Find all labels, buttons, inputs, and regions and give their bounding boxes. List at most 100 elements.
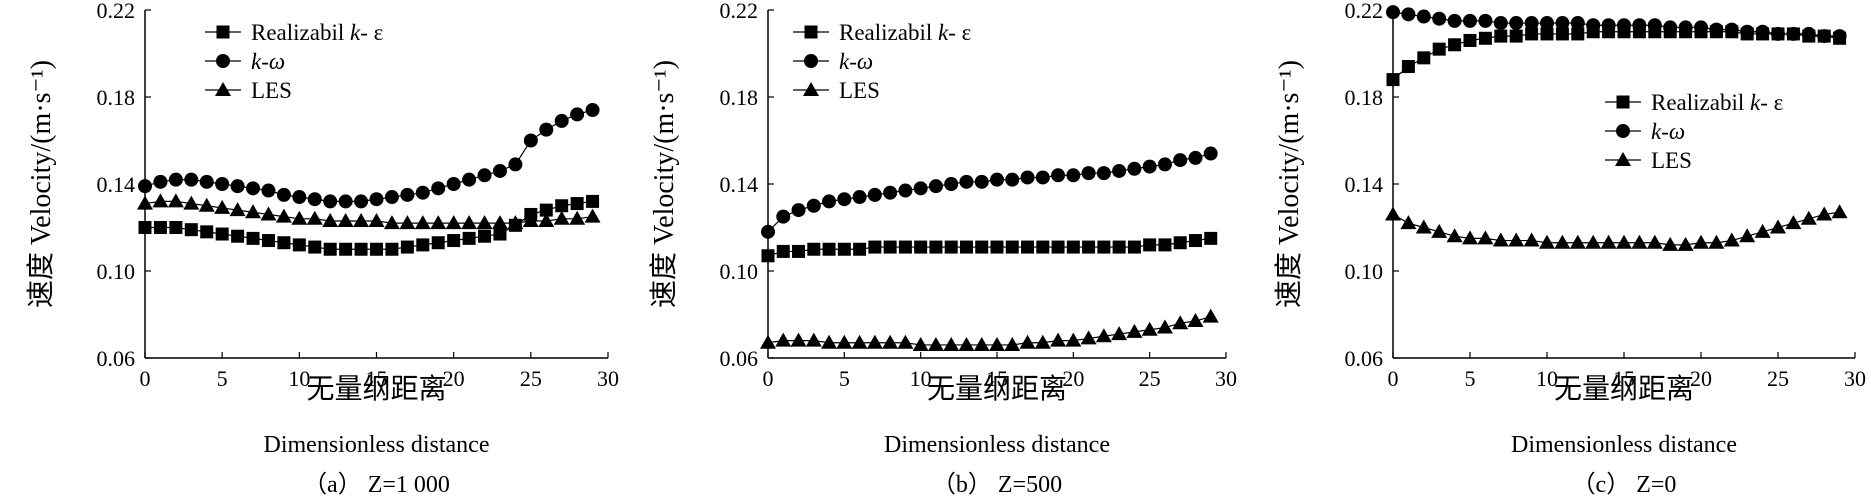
data-point-circle	[806, 198, 821, 213]
data-point-triangle	[1770, 219, 1786, 234]
data-point-circle	[354, 194, 369, 209]
data-point-triangle	[1816, 206, 1833, 221]
panel-caption: （a） Z=1 000	[303, 472, 450, 498]
data-point-square	[929, 240, 943, 254]
data-point-circle	[1817, 29, 1832, 44]
data-point-square	[169, 221, 183, 234]
data-point-circle	[1663, 20, 1678, 35]
x-tick-label: 30	[1844, 366, 1866, 391]
data-point-square	[1066, 240, 1080, 254]
y-tick-label: 0.06	[97, 346, 136, 371]
data-point-square	[586, 194, 600, 208]
data-point-triangle	[1004, 336, 1021, 351]
data-point-triangle	[790, 332, 807, 347]
data-point-square	[200, 225, 214, 239]
data-point-triangle	[1523, 232, 1540, 247]
data-point-square	[1571, 27, 1585, 41]
data-point-circle	[1694, 20, 1708, 35]
data-point-circle	[1724, 22, 1739, 37]
data-point-circle	[585, 103, 600, 118]
data-point-square	[1525, 27, 1539, 41]
data-point-circle	[246, 181, 261, 196]
data-point-square	[1143, 238, 1157, 252]
x-tick-label: 10	[288, 366, 310, 391]
data-point-triangle	[306, 210, 323, 225]
data-point-triangle	[1400, 215, 1417, 230]
x-tick-label: 20	[1690, 366, 1712, 391]
data-point-triangle	[1126, 323, 1143, 338]
data-point-triangle	[569, 210, 586, 225]
data-point-circle	[928, 179, 943, 194]
y-tick-label: 0.18	[97, 85, 136, 110]
data-point-triangle	[897, 334, 914, 349]
legend-marker	[804, 25, 818, 39]
data-point-square	[868, 240, 882, 254]
data-point-square	[215, 227, 229, 241]
data-point-square	[539, 203, 553, 217]
data-point-square	[1005, 240, 1019, 254]
y-axis-title: 速度 Velocity/(m·s⁻¹)	[25, 60, 57, 308]
legend-label: k-ω	[1651, 119, 1685, 144]
data-point-square	[853, 242, 867, 256]
data-point-triangle	[1723, 232, 1740, 247]
data-point-circle	[570, 107, 585, 122]
x-tick-label: 25	[520, 366, 542, 391]
data-point-square	[1036, 240, 1050, 254]
data-point-square	[1097, 240, 1111, 254]
data-point-square	[1386, 73, 1400, 87]
data-point-triangle	[1569, 234, 1586, 249]
data-point-triangle	[507, 215, 524, 230]
data-point-circle	[1540, 16, 1554, 31]
data-point-triangle	[183, 195, 200, 210]
data-point-triangle	[775, 332, 792, 347]
data-point-circle	[1142, 159, 1157, 174]
data-point-circle	[913, 181, 928, 196]
data-point-triangle	[1539, 234, 1555, 249]
data-point-circle	[1617, 18, 1631, 33]
data-point-square	[478, 229, 492, 243]
y-tick-label: 0.18	[720, 85, 759, 110]
data-point-triangle	[1034, 334, 1051, 349]
data-point-square	[959, 240, 973, 254]
data-point-triangle	[836, 334, 853, 349]
data-point-square	[792, 244, 806, 258]
data-point-square	[153, 221, 167, 234]
data-point-square	[1463, 33, 1477, 47]
data-point-triangle	[538, 212, 555, 227]
data-point-circle	[153, 174, 168, 189]
data-point-circle	[1081, 166, 1096, 181]
data-point-circle	[415, 185, 430, 200]
data-point-triangle	[1019, 334, 1036, 349]
data-point-circle	[1771, 26, 1785, 41]
data-point-triangle	[1662, 236, 1679, 251]
data-point-square	[339, 242, 353, 256]
data-point-square	[400, 240, 414, 254]
data-point-square	[416, 238, 430, 252]
data-point-circle	[477, 168, 492, 183]
data-point-triangle	[958, 336, 975, 351]
data-point-circle	[1478, 13, 1493, 28]
data-point-triangle	[1754, 223, 1771, 238]
data-point-circle	[462, 172, 477, 187]
data-point-triangle	[229, 202, 246, 217]
data-point-square	[308, 240, 322, 254]
data-point-triangle	[383, 215, 400, 230]
data-point-triangle	[275, 208, 292, 223]
data-point-square	[261, 234, 275, 248]
data-point-circle	[974, 174, 989, 189]
data-point-circle	[1463, 13, 1477, 28]
data-point-circle	[1801, 26, 1816, 41]
data-point-circle	[1509, 16, 1524, 31]
legend-marker	[216, 54, 230, 68]
y-tick-label: 0.10	[97, 259, 136, 284]
data-point-triangle	[1646, 234, 1663, 249]
data-point-square	[277, 236, 291, 250]
data-point-circle	[822, 194, 837, 209]
data-point-triangle	[461, 215, 478, 230]
data-point-circle	[1570, 16, 1585, 31]
data-point-triangle	[1431, 223, 1448, 238]
legend-label: LES	[839, 78, 880, 103]
data-point-circle	[837, 192, 852, 207]
data-point-square	[1509, 29, 1523, 43]
data-point-square	[323, 242, 337, 256]
